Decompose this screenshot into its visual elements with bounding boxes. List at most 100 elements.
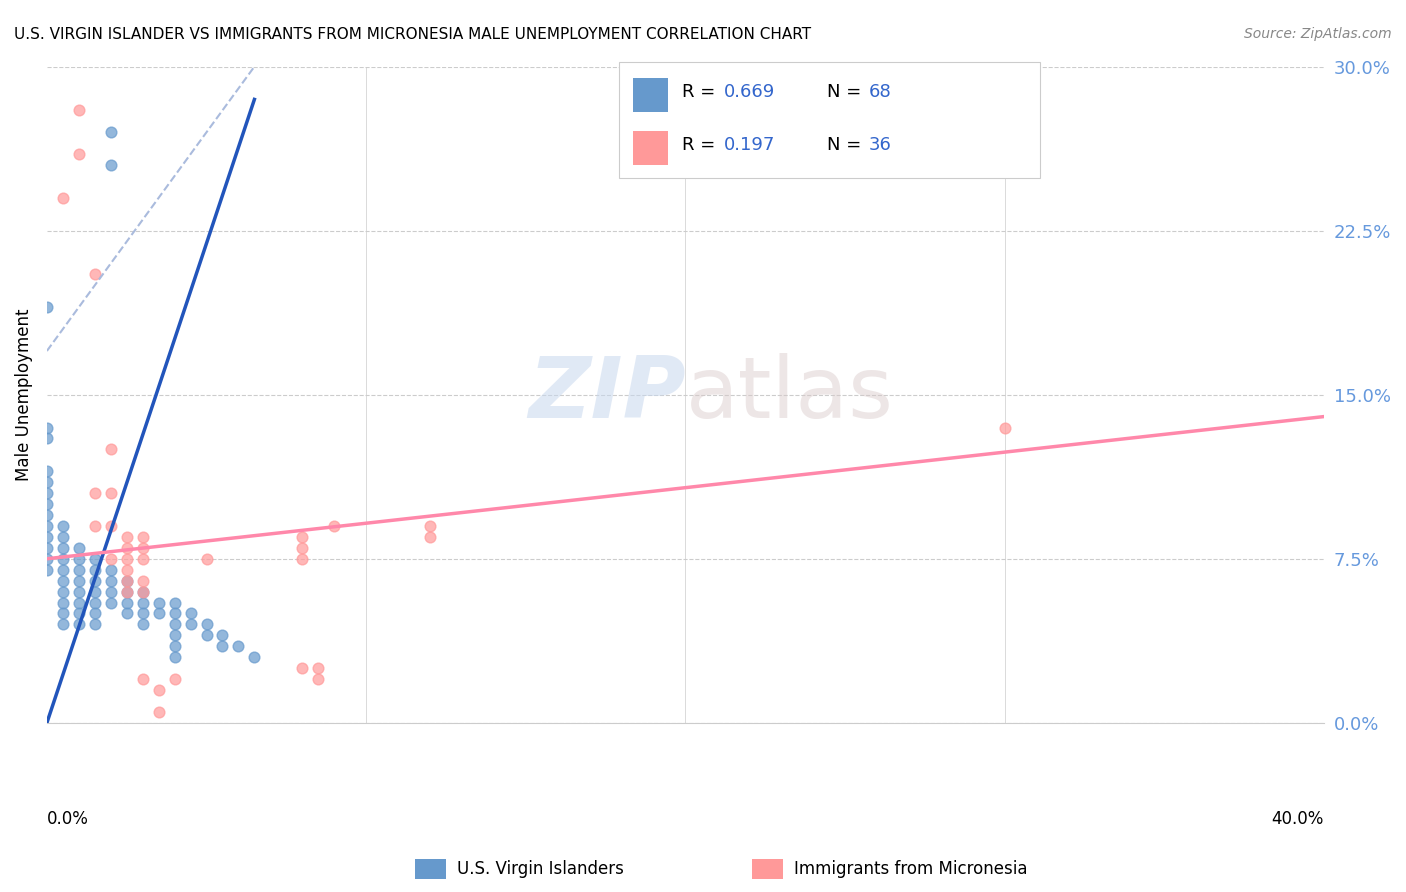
Text: Source: ZipAtlas.com: Source: ZipAtlas.com [1244,27,1392,41]
Point [148,683,170,698]
Point [243,650,266,665]
Point [419,530,441,544]
Point [195,617,218,632]
Point [52,541,75,555]
Point [115,563,138,577]
Point [67,574,90,588]
Point [100,486,122,500]
Point [67,607,90,621]
Point [52,617,75,632]
Text: U.S. Virgin Islanders: U.S. Virgin Islanders [457,860,624,878]
Point [163,628,186,642]
Point [100,574,122,588]
Point [131,574,153,588]
Point [115,607,138,621]
Point [291,661,314,675]
Point [67,551,90,566]
Point [35,486,58,500]
Point [83,617,105,632]
Point [307,672,329,686]
Point [83,519,105,533]
Point [35,508,58,522]
Point [35,475,58,490]
Point [131,530,153,544]
Point [180,607,202,621]
Point [291,551,314,566]
Text: 36: 36 [869,136,891,154]
Point [100,584,122,599]
Point [67,563,90,577]
Point [115,574,138,588]
Text: 0.0%: 0.0% [46,810,89,829]
Point [115,584,138,599]
Point [67,595,90,609]
Point [163,640,186,654]
Point [115,551,138,566]
Point [67,103,90,118]
Point [100,595,122,609]
Point [83,268,105,282]
Point [131,584,153,599]
Point [67,617,90,632]
Point [52,595,75,609]
Point [35,420,58,434]
Point [35,563,58,577]
Point [67,541,90,555]
Point [35,519,58,533]
Point [52,607,75,621]
Point [115,541,138,555]
Point [52,563,75,577]
Point [115,595,138,609]
Point [83,551,105,566]
Point [291,530,314,544]
Point [307,661,329,675]
Point [195,628,218,642]
Point [211,640,233,654]
Point [131,584,153,599]
Point [100,563,122,577]
Point [131,541,153,555]
Point [419,519,441,533]
Point [52,191,75,205]
Point [131,607,153,621]
Text: R =: R = [682,136,721,154]
Text: N =: N = [827,136,866,154]
Text: U.S. VIRGIN ISLANDER VS IMMIGRANTS FROM MICRONESIA MALE UNEMPLOYMENT CORRELATION: U.S. VIRGIN ISLANDER VS IMMIGRANTS FROM … [14,27,811,42]
Text: ZIP: ZIP [527,353,685,436]
Point [131,672,153,686]
Point [994,420,1017,434]
Point [83,563,105,577]
Point [100,125,122,139]
Point [163,650,186,665]
Point [35,541,58,555]
Point [83,595,105,609]
Point [52,574,75,588]
Point [115,584,138,599]
Point [100,442,122,457]
Point [131,617,153,632]
Point [291,541,314,555]
Point [35,464,58,478]
Text: R =: R = [682,83,721,101]
Text: 0.197: 0.197 [724,136,776,154]
Point [35,497,58,511]
Point [35,551,58,566]
Text: atlas: atlas [685,353,893,436]
Point [163,672,186,686]
Point [163,617,186,632]
Point [163,595,186,609]
Point [180,617,202,632]
Point [52,530,75,544]
Point [67,147,90,161]
Point [131,595,153,609]
Point [211,628,233,642]
Point [52,519,75,533]
Point [228,640,250,654]
Point [52,584,75,599]
Point [163,607,186,621]
Point [35,530,58,544]
Point [148,595,170,609]
Text: N =: N = [827,83,866,101]
Point [100,158,122,172]
Point [83,486,105,500]
